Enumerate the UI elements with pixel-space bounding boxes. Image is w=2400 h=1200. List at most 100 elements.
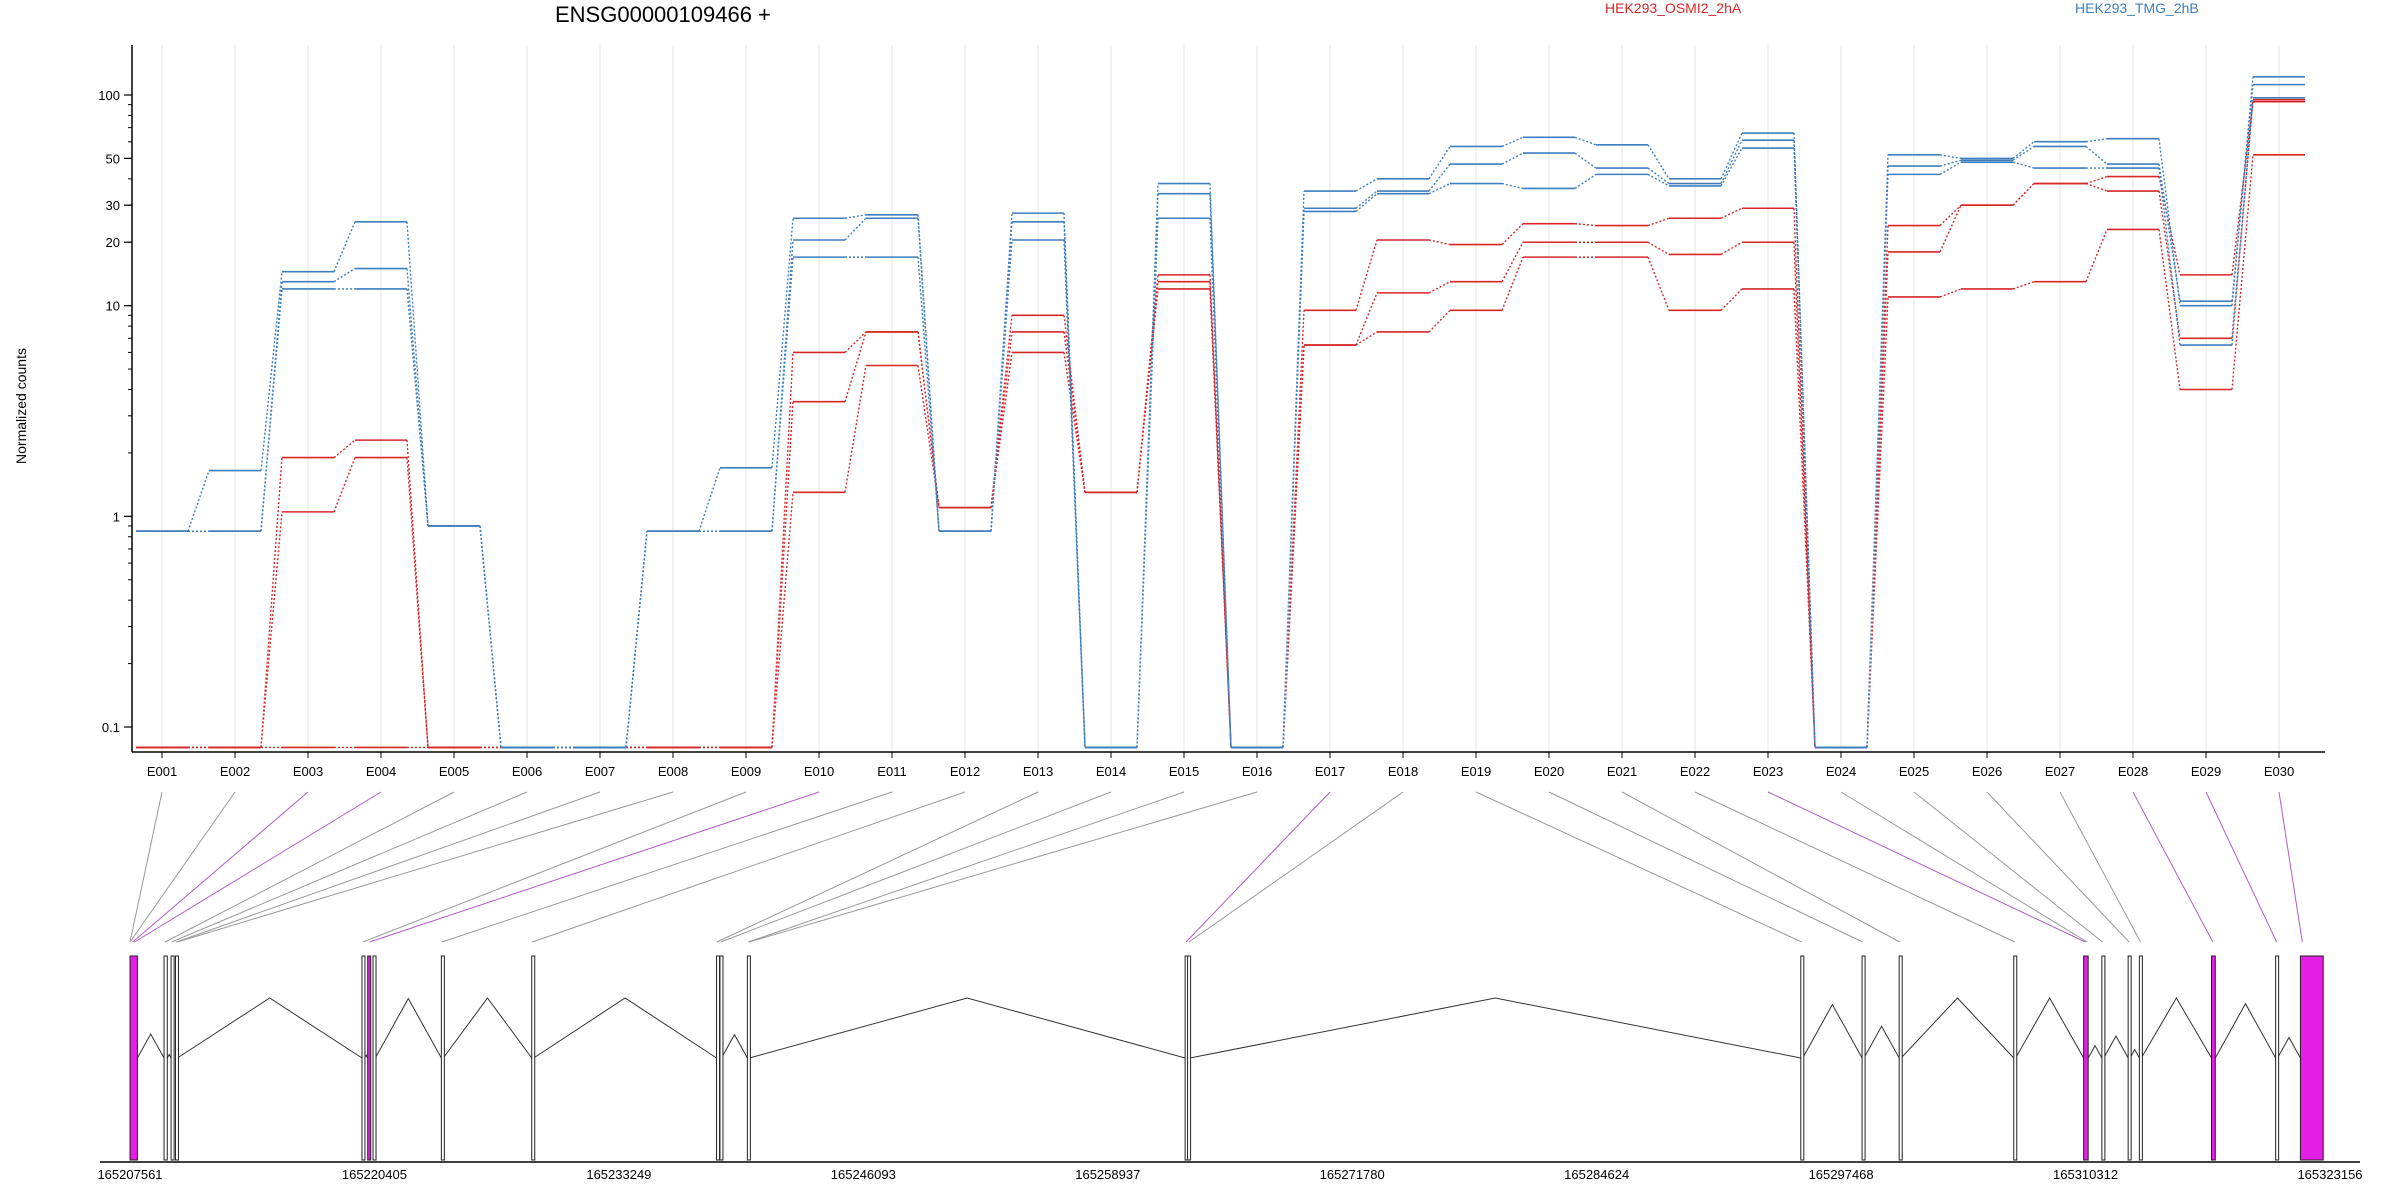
series-3-connector xyxy=(1209,288,1232,748)
series-6-connector xyxy=(1939,161,1962,175)
exon-link-e026 xyxy=(1986,791,2130,943)
gene-exon xyxy=(361,955,366,1161)
intron-connector xyxy=(721,1033,748,1059)
x-tick-label-e026: E026 xyxy=(1972,764,2002,779)
y-tick-label: 100 xyxy=(98,88,120,103)
gene-exon-highlighted xyxy=(2299,955,2324,1161)
exon-link-e003 xyxy=(132,791,309,943)
series-3-connector xyxy=(1282,345,1305,748)
series-4-connector xyxy=(1428,146,1451,180)
series-1-connector xyxy=(406,440,429,748)
intron-connector xyxy=(2277,1036,2301,1059)
x-tick-label-e022: E022 xyxy=(1680,764,1710,779)
series-2-connector xyxy=(990,331,1013,508)
series-4-connector xyxy=(406,221,429,527)
series-5-connector xyxy=(2085,145,2108,165)
series-1-connector xyxy=(1355,239,1378,311)
series-5-connector xyxy=(1866,166,1889,748)
series-2 xyxy=(136,98,2305,749)
series-6-connector xyxy=(1793,148,1816,748)
series-3-connector xyxy=(1355,331,1378,346)
genomic-coordinate-label: 165220405 xyxy=(342,1167,407,1182)
x-tick-label-e005: E005 xyxy=(439,764,469,779)
series-3-connector xyxy=(2085,229,2108,282)
series-2-connector xyxy=(844,331,867,353)
gene-exon xyxy=(746,955,751,1161)
series-3-connector xyxy=(844,365,867,493)
series-3-connector xyxy=(1647,256,1670,311)
gene-exon xyxy=(170,955,175,1161)
series-6 xyxy=(136,96,2305,749)
series-3-connector xyxy=(1720,288,1743,311)
gene-exon xyxy=(2013,955,2018,1161)
series-4-connector xyxy=(698,467,721,532)
x-tick-label-e030: E030 xyxy=(2264,764,2294,779)
gene-exon xyxy=(1898,955,1903,1161)
series-3-connector xyxy=(1939,288,1962,298)
series-6-connector xyxy=(479,525,502,748)
gene-exon xyxy=(440,955,445,1161)
exon-link-e020 xyxy=(1548,791,1863,943)
exon-link-e007 xyxy=(176,791,601,943)
x-tick-label-e017: E017 xyxy=(1315,764,1345,779)
series-6-connector xyxy=(625,531,648,748)
gene-exon xyxy=(2275,955,2280,1161)
series-6-connector xyxy=(990,239,1013,532)
x-tick-label-e009: E009 xyxy=(731,764,761,779)
gene-exon xyxy=(1800,955,1805,1161)
series-5-connector xyxy=(844,217,867,241)
series-3 xyxy=(136,154,2305,749)
x-tick-label-e014: E014 xyxy=(1096,764,1126,779)
series-4-connector xyxy=(260,271,283,471)
series-1-connector xyxy=(844,331,867,402)
plot-axes: 0.1 1 10 20 30 50 100 xyxy=(98,45,2325,753)
series-3-connector xyxy=(2231,154,2254,390)
series-6-connector xyxy=(917,257,940,532)
gene-exon xyxy=(2138,955,2143,1161)
intron-connector xyxy=(1863,1025,1900,1059)
series-5-connector xyxy=(917,218,940,532)
series-6-connector xyxy=(1574,173,1597,190)
genomic-coordinate-label: 165258937 xyxy=(1075,1167,1140,1182)
series-6-connector xyxy=(1866,174,1889,748)
series-5-connector xyxy=(1501,152,1524,165)
y-axis-label: Normalized counts xyxy=(13,348,29,464)
series-3-connector xyxy=(1793,288,1816,748)
series-1-connector xyxy=(1939,204,1962,227)
exon-link-e029 xyxy=(2205,791,2278,943)
series-3-connector xyxy=(1428,309,1451,333)
exon-link-e018 xyxy=(1188,791,1404,943)
gene-exon xyxy=(372,955,377,1161)
series-2-connector xyxy=(1501,241,1524,282)
x-tick-label-e004: E004 xyxy=(366,764,396,779)
x-tick-label-e027: E027 xyxy=(2045,764,2075,779)
exon-link-e024 xyxy=(1840,791,2088,943)
intron-connector xyxy=(2214,1002,2277,1059)
series-2-connector xyxy=(1355,292,1378,346)
x-tick-label-e008: E008 xyxy=(658,764,688,779)
exon-link-e017 xyxy=(1185,791,1331,943)
x-tick-label-e011: E011 xyxy=(877,764,906,779)
x-tick-label-e028: E028 xyxy=(2118,764,2148,779)
series-3-connector xyxy=(1063,352,1086,493)
intron-connector xyxy=(1900,997,2015,1059)
series-4-connector xyxy=(2085,138,2108,143)
x-tick-label-e001: E001 xyxy=(147,764,177,779)
gene-exon xyxy=(719,955,724,1161)
gene-exon-highlighted xyxy=(129,955,138,1161)
series-4-connector xyxy=(1720,132,1743,180)
genomic-coordinate-label: 165246093 xyxy=(831,1167,896,1182)
exon-link-e011 xyxy=(441,791,893,943)
gene-exon xyxy=(716,955,721,1161)
intron-connector xyxy=(442,997,533,1059)
intron-connector xyxy=(2140,997,2212,1059)
genomic-coordinate-label: 165323156 xyxy=(2297,1167,2362,1182)
intron-connector xyxy=(166,1053,172,1059)
series-1-connector xyxy=(260,457,283,748)
series-4-connector xyxy=(1501,136,1524,148)
series-2-connector xyxy=(2085,182,2108,192)
y-tick-label: 0.1 xyxy=(102,720,120,735)
series-4-connector xyxy=(1647,144,1670,180)
intron-connector xyxy=(2103,1035,2129,1059)
